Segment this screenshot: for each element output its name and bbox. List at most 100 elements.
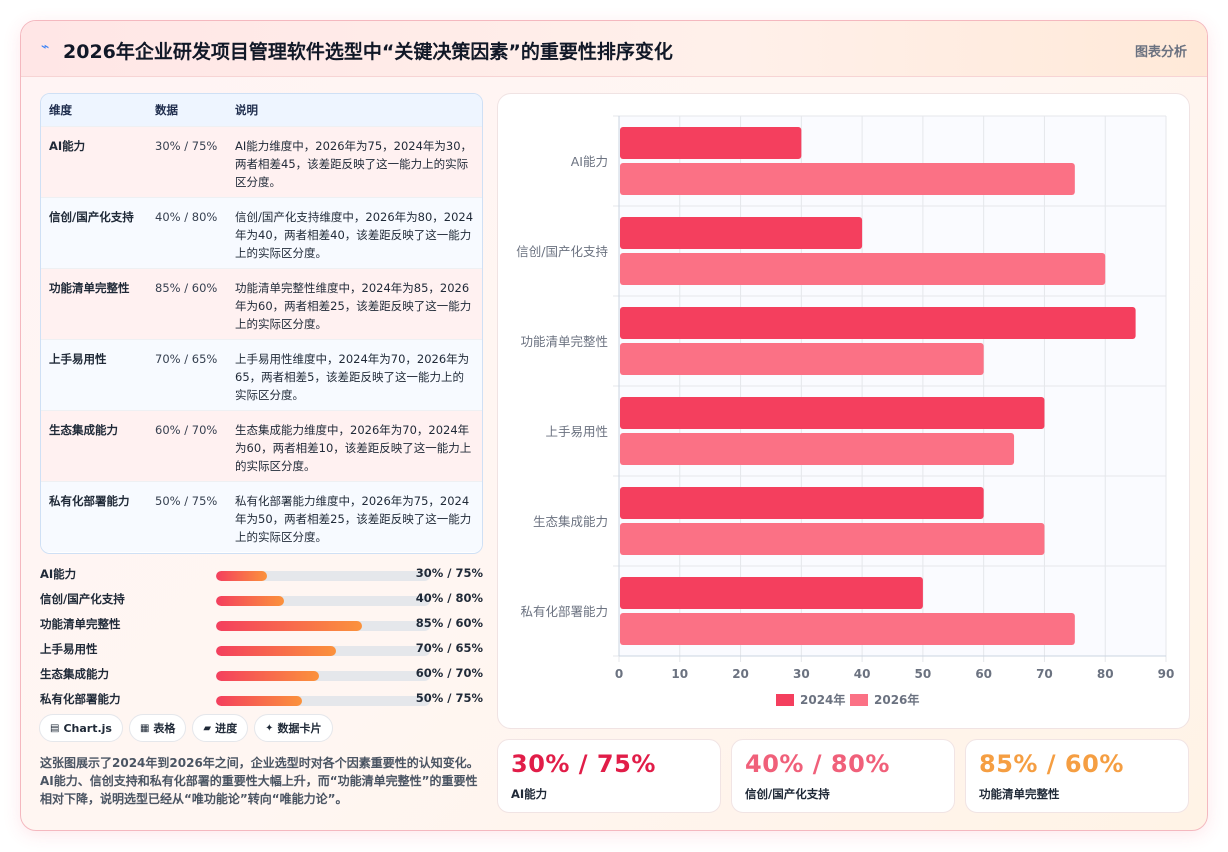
progress-label: 信创/国产化支持 xyxy=(40,592,125,606)
chip-label: 表格 xyxy=(153,722,176,735)
legend-swatch xyxy=(850,694,868,706)
cell-description: 上手易用性维度中，2024年为70，2026年为65，两者相差5，该差距反映了这… xyxy=(227,338,482,410)
chip-data-card[interactable]: ✦ 数据卡片 xyxy=(254,714,333,742)
progress-row: 私有化部署能力 50% / 75% xyxy=(40,686,483,711)
cell-data: 50% / 75% xyxy=(147,480,227,552)
bar-chart: 0 10 20 30 40 50 60 70 80 90 AI能力信创/国产化支持功能清单完整性上手… xyxy=(516,115,1175,707)
progress-row: AI能力 30% / 75% xyxy=(40,561,483,586)
progress-row: 功能清单完整性 85% / 60% xyxy=(40,611,483,636)
stat-caption: 信创/国产化支持 xyxy=(745,787,830,801)
table-row: AI能力 30% / 75% AI能力维度中，2026年为75，2024年为30… xyxy=(41,125,482,197)
x-tick-label: 80 xyxy=(1097,667,1114,681)
x-tick-label: 30 xyxy=(793,667,810,681)
cell-data: 70% / 65% xyxy=(147,338,227,410)
y-tick-label: 上手易用性 xyxy=(545,424,608,439)
progress-label: 私有化部署能力 xyxy=(40,692,121,706)
y-tick-label: 私有化部署能力 xyxy=(520,604,608,619)
stat-caption: 功能清单完整性 xyxy=(979,787,1060,801)
stat-card: 85% / 60% 功能清单完整性 xyxy=(965,739,1189,813)
progress-fill xyxy=(216,571,268,581)
chart-analysis-tag[interactable]: 图表分析 xyxy=(1134,45,1187,60)
progress-fill xyxy=(216,596,285,606)
cell-data: 85% / 60% xyxy=(147,267,227,339)
cell-description: AI能力维度中，2026年为75，2024年为30，两者相差45，该差距反映了这… xyxy=(227,125,482,197)
progress-track xyxy=(216,621,430,631)
progress-value: 85% / 60% xyxy=(415,616,483,630)
progress-row: 信创/国产化支持 40% / 80% xyxy=(40,586,483,611)
bar xyxy=(620,253,1106,285)
bar xyxy=(620,433,1015,465)
cell-dimension: 上手易用性 xyxy=(41,338,147,410)
cell-data: 40% / 80% xyxy=(147,196,227,268)
progress-value: 30% / 75% xyxy=(415,566,483,580)
stat-value: 85% / 60% xyxy=(979,750,1124,778)
table-row: 私有化部署能力 50% / 75% 私有化部署能力维度中，2026年为75，20… xyxy=(41,480,482,552)
progress-label: AI能力 xyxy=(40,567,77,581)
progress-fill xyxy=(216,646,336,656)
legend-label: 2026年 xyxy=(874,692,919,707)
progress-row: 上手易用性 70% / 65% xyxy=(40,636,483,661)
progress-fill xyxy=(216,696,302,706)
bar xyxy=(620,577,923,609)
progress-list: AI能力 30% / 75% 信创/国产化支持 40% / 80% 功能清单完整… xyxy=(40,561,483,711)
column-header-dimension: 维度 xyxy=(49,102,72,117)
table-icon: ▦ xyxy=(139,722,150,734)
table-row: 生态集成能力 60% / 70% 生态集成能力维度中，2026年为70，2024… xyxy=(41,409,482,481)
chip-chartjs[interactable]: ▤ Chart.js xyxy=(39,714,123,742)
x-tick-label: 0 xyxy=(615,667,623,681)
cell-description: 私有化部署能力维度中，2026年为75，2024年为50，两者相差25，该差距反… xyxy=(227,480,482,552)
bar xyxy=(620,523,1045,555)
cell-description: 功能清单完整性维度中，2024年为85，2026年为60，两者相差25，该差距反… xyxy=(227,267,482,339)
cell-dimension: 信创/国产化支持 xyxy=(41,196,147,268)
column-header-description: 说明 xyxy=(235,102,258,117)
progress-value: 70% / 65% xyxy=(415,641,483,655)
bar xyxy=(620,307,1136,339)
chip-label: 进度 xyxy=(215,722,238,735)
chip-table[interactable]: ▦ 表格 xyxy=(128,714,187,742)
cell-dimension: 私有化部署能力 xyxy=(41,480,147,552)
sparkle-icon: ✦ xyxy=(265,722,274,734)
stat-card: 40% / 80% 信创/国产化支持 xyxy=(731,739,955,813)
stat-caption: AI能力 xyxy=(511,787,548,801)
x-tick-label: 90 xyxy=(1158,667,1175,681)
y-tick-label: 信创/国产化支持 xyxy=(516,244,608,259)
progress-value: 50% / 75% xyxy=(415,691,483,705)
feature-chips: ▤ Chart.js ▦ 表格 ▰ 进度 ✦ 数据卡片 xyxy=(39,714,333,742)
y-tick-label: AI能力 xyxy=(571,154,608,169)
cell-dimension: 功能清单完整性 xyxy=(41,267,147,339)
progress-fill xyxy=(216,671,319,681)
y-tick-label: 生态集成能力 xyxy=(533,514,608,529)
stat-card: 30% / 75% AI能力 xyxy=(497,739,721,813)
progress-fill xyxy=(216,621,362,631)
chip-progress[interactable]: ▰ 进度 xyxy=(192,714,249,742)
summary-text: 这张图展示了2024年到2026年之间，企业选型时对各个因素重要性的认知变化。A… xyxy=(40,756,479,806)
header-bar: ⌁ 2026年企业研发项目管理软件选型中“关键决策因素”的重要性排序变化 图表分… xyxy=(21,21,1207,77)
x-tick-label: 20 xyxy=(732,667,749,681)
progress-track xyxy=(216,571,430,581)
progress-label: 上手易用性 xyxy=(40,642,98,656)
x-tick-label: 50 xyxy=(915,667,932,681)
legend-swatch xyxy=(776,694,794,706)
stat-value: 30% / 75% xyxy=(511,750,656,778)
bolt-icon: ⌁ xyxy=(41,39,50,55)
cell-description: 生态集成能力维度中，2026年为70，2024年为60，两者相差10，该差距反映… xyxy=(227,409,482,481)
dashboard-card: ⌁ 2026年企业研发项目管理软件选型中“关键决策因素”的重要性排序变化 图表分… xyxy=(20,20,1208,831)
bar xyxy=(620,487,984,519)
cell-dimension: AI能力 xyxy=(41,125,147,197)
x-tick-label: 10 xyxy=(671,667,688,681)
progress-value: 60% / 70% xyxy=(415,666,483,680)
chip-label: Chart.js xyxy=(63,721,112,735)
cell-description: 信创/国产化支持维度中，2026年为80，2024年为40，两者相差40，该差距… xyxy=(227,196,482,268)
chart-icon: ▤ xyxy=(50,722,60,734)
progress-row: 生态集成能力 60% / 70% xyxy=(40,661,483,686)
bar xyxy=(620,127,802,159)
table-row: 功能清单完整性 85% / 60% 功能清单完整性维度中，2024年为85，20… xyxy=(41,267,482,339)
x-tick-label: 40 xyxy=(854,667,871,681)
stat-value: 40% / 80% xyxy=(745,750,890,778)
table-row: 上手易用性 70% / 65% 上手易用性维度中，2024年为70，2026年为… xyxy=(41,338,482,410)
bar xyxy=(620,613,1075,645)
chip-label: 数据卡片 xyxy=(277,722,322,735)
progress-label: 生态集成能力 xyxy=(40,667,109,681)
x-tick-label: 70 xyxy=(1036,667,1053,681)
bar xyxy=(620,163,1075,195)
